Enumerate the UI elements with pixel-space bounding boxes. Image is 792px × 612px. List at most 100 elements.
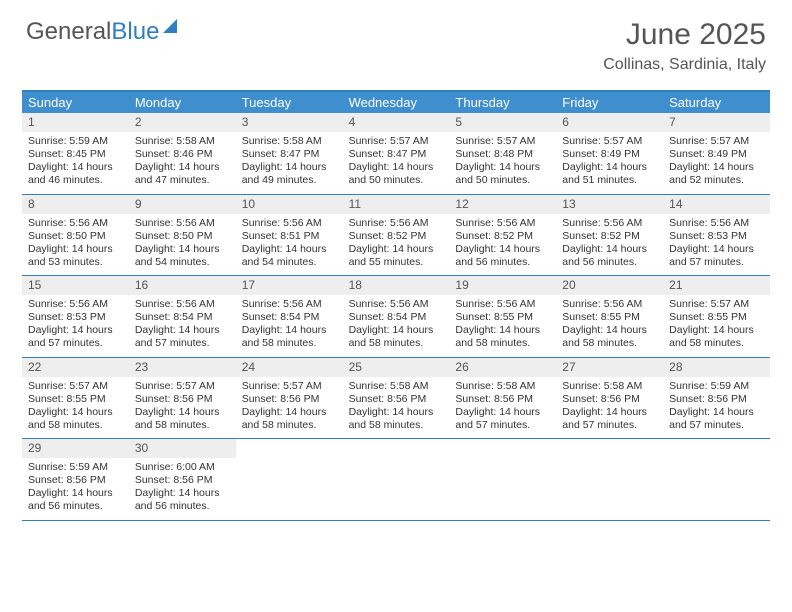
daylight-line: Daylight: 14 hours and 50 minutes. <box>349 161 444 187</box>
daylight-line: Daylight: 14 hours and 55 minutes. <box>349 243 444 269</box>
day-header: Monday <box>129 92 236 113</box>
day-body: Sunrise: 5:58 AMSunset: 8:47 PMDaylight:… <box>236 132 343 194</box>
daylight-line: Daylight: 14 hours and 58 minutes. <box>349 324 444 350</box>
day-cell: 25Sunrise: 5:58 AMSunset: 8:56 PMDayligh… <box>343 358 450 439</box>
day-cell: 7Sunrise: 5:57 AMSunset: 8:49 PMDaylight… <box>663 113 770 194</box>
day-number: 16 <box>129 276 236 295</box>
sunrise-line: Sunrise: 5:56 AM <box>242 217 337 230</box>
daylight-line: Daylight: 14 hours and 51 minutes. <box>562 161 657 187</box>
sunset-line: Sunset: 8:54 PM <box>135 311 230 324</box>
day-body: Sunrise: 5:59 AMSunset: 8:45 PMDaylight:… <box>22 132 129 194</box>
day-number: 28 <box>663 358 770 377</box>
day-body: Sunrise: 5:57 AMSunset: 8:55 PMDaylight:… <box>22 377 129 439</box>
day-cell: 15Sunrise: 5:56 AMSunset: 8:53 PMDayligh… <box>22 276 129 357</box>
day-cell: 28Sunrise: 5:59 AMSunset: 8:56 PMDayligh… <box>663 358 770 439</box>
day-body: Sunrise: 5:57 AMSunset: 8:56 PMDaylight:… <box>129 377 236 439</box>
sunset-line: Sunset: 8:55 PM <box>28 393 123 406</box>
sunrise-line: Sunrise: 5:57 AM <box>349 135 444 148</box>
day-cell: 20Sunrise: 5:56 AMSunset: 8:55 PMDayligh… <box>556 276 663 357</box>
sunset-line: Sunset: 8:53 PM <box>28 311 123 324</box>
sunrise-line: Sunrise: 5:58 AM <box>455 380 550 393</box>
day-cell: 13Sunrise: 5:56 AMSunset: 8:52 PMDayligh… <box>556 195 663 276</box>
day-body: Sunrise: 5:56 AMSunset: 8:55 PMDaylight:… <box>449 295 556 357</box>
day-cell: 6Sunrise: 5:57 AMSunset: 8:49 PMDaylight… <box>556 113 663 194</box>
logo-word2: Blue <box>111 18 159 45</box>
day-cell <box>343 439 450 520</box>
day-body: Sunrise: 5:57 AMSunset: 8:47 PMDaylight:… <box>343 132 450 194</box>
sunset-line: Sunset: 8:50 PM <box>28 230 123 243</box>
sunset-line: Sunset: 8:48 PM <box>455 148 550 161</box>
day-number: 13 <box>556 195 663 214</box>
week-row: 29Sunrise: 5:59 AMSunset: 8:56 PMDayligh… <box>22 439 770 521</box>
day-header: Friday <box>556 92 663 113</box>
daylight-line: Daylight: 14 hours and 57 minutes. <box>455 406 550 432</box>
daylight-line: Daylight: 14 hours and 46 minutes. <box>28 161 123 187</box>
day-cell: 21Sunrise: 5:57 AMSunset: 8:55 PMDayligh… <box>663 276 770 357</box>
day-number: 25 <box>343 358 450 377</box>
daylight-line: Daylight: 14 hours and 58 minutes. <box>28 406 123 432</box>
day-header: Saturday <box>663 92 770 113</box>
daylight-line: Daylight: 14 hours and 56 minutes. <box>135 487 230 513</box>
daylight-line: Daylight: 14 hours and 56 minutes. <box>455 243 550 269</box>
day-cell: 8Sunrise: 5:56 AMSunset: 8:50 PMDaylight… <box>22 195 129 276</box>
day-cell: 19Sunrise: 5:56 AMSunset: 8:55 PMDayligh… <box>449 276 556 357</box>
day-header-row: SundayMondayTuesdayWednesdayThursdayFrid… <box>22 92 770 113</box>
daylight-line: Daylight: 14 hours and 47 minutes. <box>135 161 230 187</box>
sunset-line: Sunset: 8:56 PM <box>242 393 337 406</box>
day-body: Sunrise: 5:56 AMSunset: 8:55 PMDaylight:… <box>556 295 663 357</box>
sunset-line: Sunset: 8:51 PM <box>242 230 337 243</box>
calendar: SundayMondayTuesdayWednesdayThursdayFrid… <box>22 90 770 521</box>
sunrise-line: Sunrise: 5:58 AM <box>135 135 230 148</box>
day-body: Sunrise: 5:58 AMSunset: 8:56 PMDaylight:… <box>449 377 556 439</box>
day-cell: 3Sunrise: 5:58 AMSunset: 8:47 PMDaylight… <box>236 113 343 194</box>
day-number: 18 <box>343 276 450 295</box>
sunset-line: Sunset: 8:52 PM <box>349 230 444 243</box>
daylight-line: Daylight: 14 hours and 54 minutes. <box>135 243 230 269</box>
day-number: 15 <box>22 276 129 295</box>
weeks-container: 1Sunrise: 5:59 AMSunset: 8:45 PMDaylight… <box>22 113 770 521</box>
sunrise-line: Sunrise: 5:57 AM <box>135 380 230 393</box>
day-body: Sunrise: 5:56 AMSunset: 8:50 PMDaylight:… <box>129 214 236 276</box>
daylight-line: Daylight: 14 hours and 57 minutes. <box>562 406 657 432</box>
day-body: Sunrise: 5:59 AMSunset: 8:56 PMDaylight:… <box>663 377 770 439</box>
day-cell: 26Sunrise: 5:58 AMSunset: 8:56 PMDayligh… <box>449 358 556 439</box>
day-number: 24 <box>236 358 343 377</box>
day-cell <box>556 439 663 520</box>
sunrise-line: Sunrise: 5:57 AM <box>669 135 764 148</box>
day-body: Sunrise: 5:58 AMSunset: 8:56 PMDaylight:… <box>556 377 663 439</box>
day-cell: 11Sunrise: 5:56 AMSunset: 8:52 PMDayligh… <box>343 195 450 276</box>
day-cell: 24Sunrise: 5:57 AMSunset: 8:56 PMDayligh… <box>236 358 343 439</box>
day-number: 9 <box>129 195 236 214</box>
sunrise-line: Sunrise: 5:57 AM <box>669 298 764 311</box>
sunset-line: Sunset: 8:52 PM <box>455 230 550 243</box>
day-number: 14 <box>663 195 770 214</box>
logo: GeneralBlue <box>26 18 177 46</box>
sunset-line: Sunset: 8:50 PM <box>135 230 230 243</box>
day-cell: 14Sunrise: 5:56 AMSunset: 8:53 PMDayligh… <box>663 195 770 276</box>
title-block: June 2025 Collinas, Sardinia, Italy <box>603 18 766 74</box>
sunrise-line: Sunrise: 5:58 AM <box>242 135 337 148</box>
logo-word1: General <box>26 18 111 45</box>
daylight-line: Daylight: 14 hours and 52 minutes. <box>669 161 764 187</box>
day-header: Thursday <box>449 92 556 113</box>
day-cell <box>663 439 770 520</box>
day-body: Sunrise: 5:56 AMSunset: 8:50 PMDaylight:… <box>22 214 129 276</box>
day-number: 11 <box>343 195 450 214</box>
day-cell: 27Sunrise: 5:58 AMSunset: 8:56 PMDayligh… <box>556 358 663 439</box>
daylight-line: Daylight: 14 hours and 53 minutes. <box>28 243 123 269</box>
sunrise-line: Sunrise: 6:00 AM <box>135 461 230 474</box>
day-cell: 22Sunrise: 5:57 AMSunset: 8:55 PMDayligh… <box>22 358 129 439</box>
day-body: Sunrise: 5:58 AMSunset: 8:46 PMDaylight:… <box>129 132 236 194</box>
day-body: Sunrise: 6:00 AMSunset: 8:56 PMDaylight:… <box>129 458 236 520</box>
sunrise-line: Sunrise: 5:56 AM <box>562 298 657 311</box>
day-body: Sunrise: 5:56 AMSunset: 8:54 PMDaylight:… <box>236 295 343 357</box>
day-number: 19 <box>449 276 556 295</box>
sunset-line: Sunset: 8:47 PM <box>242 148 337 161</box>
day-body: Sunrise: 5:57 AMSunset: 8:49 PMDaylight:… <box>556 132 663 194</box>
day-header: Tuesday <box>236 92 343 113</box>
day-body: Sunrise: 5:56 AMSunset: 8:54 PMDaylight:… <box>343 295 450 357</box>
day-number: 2 <box>129 113 236 132</box>
daylight-line: Daylight: 14 hours and 58 minutes. <box>455 324 550 350</box>
day-number: 7 <box>663 113 770 132</box>
day-cell: 9Sunrise: 5:56 AMSunset: 8:50 PMDaylight… <box>129 195 236 276</box>
